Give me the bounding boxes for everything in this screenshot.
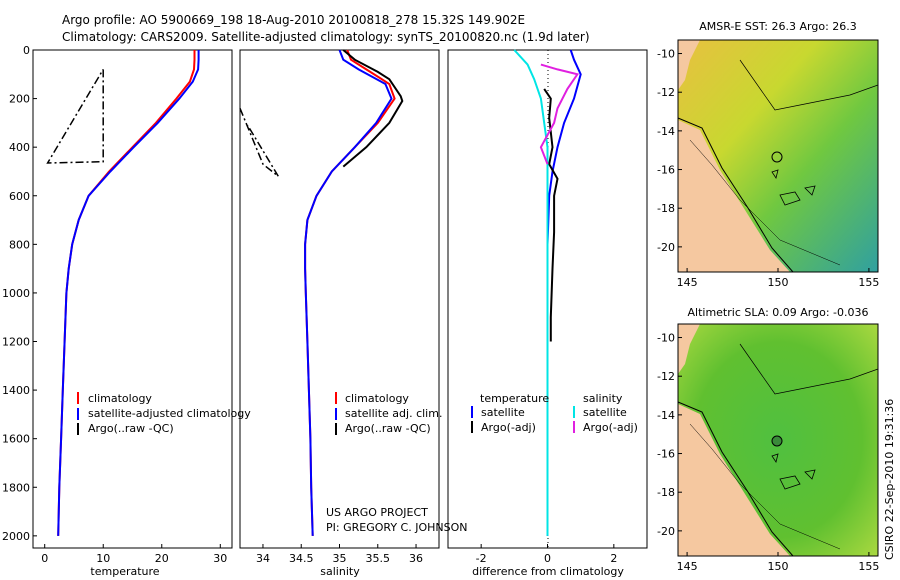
temperature-panel: 0 200 400 600 800 1000 1200 1400 1600 1800 2000 0 1… — [2, 44, 251, 578]
reefs-2 — [771, 453, 816, 490]
map-y-tick-label: -14 — [657, 125, 675, 138]
difference-panel: -2 0 2 difference from climatology tempera… — [447, 49, 648, 578]
y-tick-label: 1400 — [2, 384, 30, 397]
salinity-xlabel: salinity — [320, 565, 360, 578]
reefs — [771, 169, 816, 206]
map-y-tick-label: -16 — [657, 448, 675, 461]
coastline — [677, 117, 794, 273]
bathymetry-contour — [689, 139, 841, 266]
legend-satellite-adjusted: satellite-adjusted climatology — [88, 407, 251, 420]
sst-map-panel: AMSR-E SST: 26.3 Argo: 26.3 145 150 155 -10… — [657, 20, 879, 289]
map-x-tick-label: 150 — [768, 276, 789, 289]
series-climatology — [304, 49, 396, 536]
legend-temp-argo: Argo(-adj) — [481, 421, 536, 434]
legend-sal-satellite: satellite adj. clim. — [345, 407, 442, 420]
series-climatology — [57, 50, 196, 536]
y-tick-label: 1200 — [2, 336, 30, 349]
legend-salinity-heading: salinity — [583, 392, 623, 405]
map-y-tick-label: -20 — [657, 241, 675, 254]
y-tick-label: 800 — [9, 238, 30, 251]
x-tick-label: -2 — [476, 552, 487, 565]
header-line2: Climatology: CARS2009. Satellite-adjuste… — [62, 30, 590, 44]
series-argo-raw — [46, 69, 104, 164]
x-tick-label: 35.5 — [366, 552, 391, 565]
map-x-tick-label: 150 — [768, 560, 789, 573]
y-tick-label: 600 — [9, 190, 30, 203]
map-y-tick-label: -20 — [657, 525, 675, 538]
legend-sal-satellite-diff: satellite — [583, 406, 627, 419]
series-temperature-argo — [543, 88, 559, 342]
project-credit: US ARGO PROJECT — [326, 506, 428, 519]
map-y-tick-label: -10 — [657, 332, 675, 345]
land-cape-york-2 — [678, 324, 700, 374]
series-satellite-adj.-clim. — [304, 49, 393, 536]
x-tick-label: 2 — [610, 552, 617, 565]
sla-map-title: Altimetric SLA: 0.09 Argo: -0.036 — [688, 306, 869, 319]
bathymetry-contour-2 — [689, 423, 841, 550]
png-coast-2 — [739, 343, 879, 395]
sst-map-title: AMSR-E SST: 26.3 Argo: 26.3 — [699, 20, 857, 33]
legend-temperature-heading: temperature — [480, 392, 549, 405]
y-tick-label: 1600 — [2, 433, 30, 446]
map-y-tick-label: -12 — [657, 370, 675, 383]
series-argo — [342, 49, 404, 168]
map-x-tick-label: 155 — [858, 560, 879, 573]
y-tick-label: 0 — [23, 44, 30, 57]
sla-map-panel: Altimetric SLA: 0.09 Argo: -0.036 145 150… — [657, 306, 879, 573]
map-y-tick-label: -18 — [657, 486, 675, 499]
x-tick-label: 0 — [544, 552, 551, 565]
x-tick-label: 30 — [213, 552, 227, 565]
legend-sal-argo: Argo(..raw -QC) — [345, 422, 431, 435]
argo-location-marker-2 — [771, 435, 783, 447]
temperature-xlabel: temperature — [90, 565, 159, 578]
series-satellite-adjusted-climatology — [57, 50, 200, 536]
map-x-tick-label: 155 — [858, 276, 879, 289]
map-y-tick-label: -16 — [657, 164, 675, 177]
legend-sal-argo-diff: Argo(-adj) — [583, 421, 638, 434]
y-tick-label: 1000 — [2, 287, 30, 300]
header-line1: Argo profile: AO 5900669_198 18-Aug-2010… — [62, 13, 525, 27]
series-salinity-argo — [539, 63, 580, 165]
land-cape-york — [678, 40, 700, 90]
x-tick-label: 10 — [96, 552, 110, 565]
legend-argo-raw: Argo(..raw -QC) — [88, 422, 174, 435]
pi-credit: PI: GREGORY C. JOHNSON — [326, 521, 467, 534]
y-tick-label: 2000 — [2, 530, 30, 543]
legend-climatology: climatology — [88, 392, 152, 405]
map-y-tick-label: -12 — [657, 86, 675, 99]
x-tick-label: 0 — [41, 552, 48, 565]
y-tick-label: 400 — [9, 141, 30, 154]
map-y-tick-label: -18 — [657, 202, 675, 215]
temperature-axes-frame — [32, 49, 233, 549]
x-tick-label: 20 — [155, 552, 169, 565]
y-tick-label: 200 — [9, 93, 30, 106]
map-x-tick-label: 145 — [677, 276, 698, 289]
map-y-tick-label: -10 — [657, 48, 675, 61]
map-y-tick-label: -14 — [657, 409, 675, 422]
salinity-panel: 34 34.5 35 35.5 36 salinity climatology sate… — [239, 49, 467, 578]
map-x-tick-label: 145 — [677, 560, 698, 573]
salinity-legend: climatology satellite adj. clim. Argo(..… — [335, 392, 442, 435]
x-tick-label: 35 — [333, 552, 347, 565]
coastline-2 — [677, 401, 794, 557]
series-argo-raw — [239, 108, 279, 177]
y-tick-label: 1800 — [2, 481, 30, 494]
series-salinity-satellite — [513, 49, 549, 536]
argo-location-marker — [771, 151, 783, 163]
x-tick-label: 34.5 — [289, 552, 314, 565]
png-coast — [739, 59, 879, 111]
difference-legend: temperature satellite Argo(-adj) salinit… — [471, 392, 638, 434]
legend-temp-satellite: satellite — [481, 406, 525, 419]
timestamp-stamp: CSIRO 22-Sep-2010 19:31:36 — [883, 399, 896, 560]
x-tick-label: 34 — [256, 552, 270, 565]
salinity-axes-frame — [239, 49, 440, 549]
difference-xlabel: difference from climatology — [472, 565, 624, 578]
temperature-legend: climatology satellite-adjusted climatolo… — [77, 392, 251, 435]
legend-sal-climatology: climatology — [345, 392, 409, 405]
x-tick-label: 36 — [409, 552, 423, 565]
